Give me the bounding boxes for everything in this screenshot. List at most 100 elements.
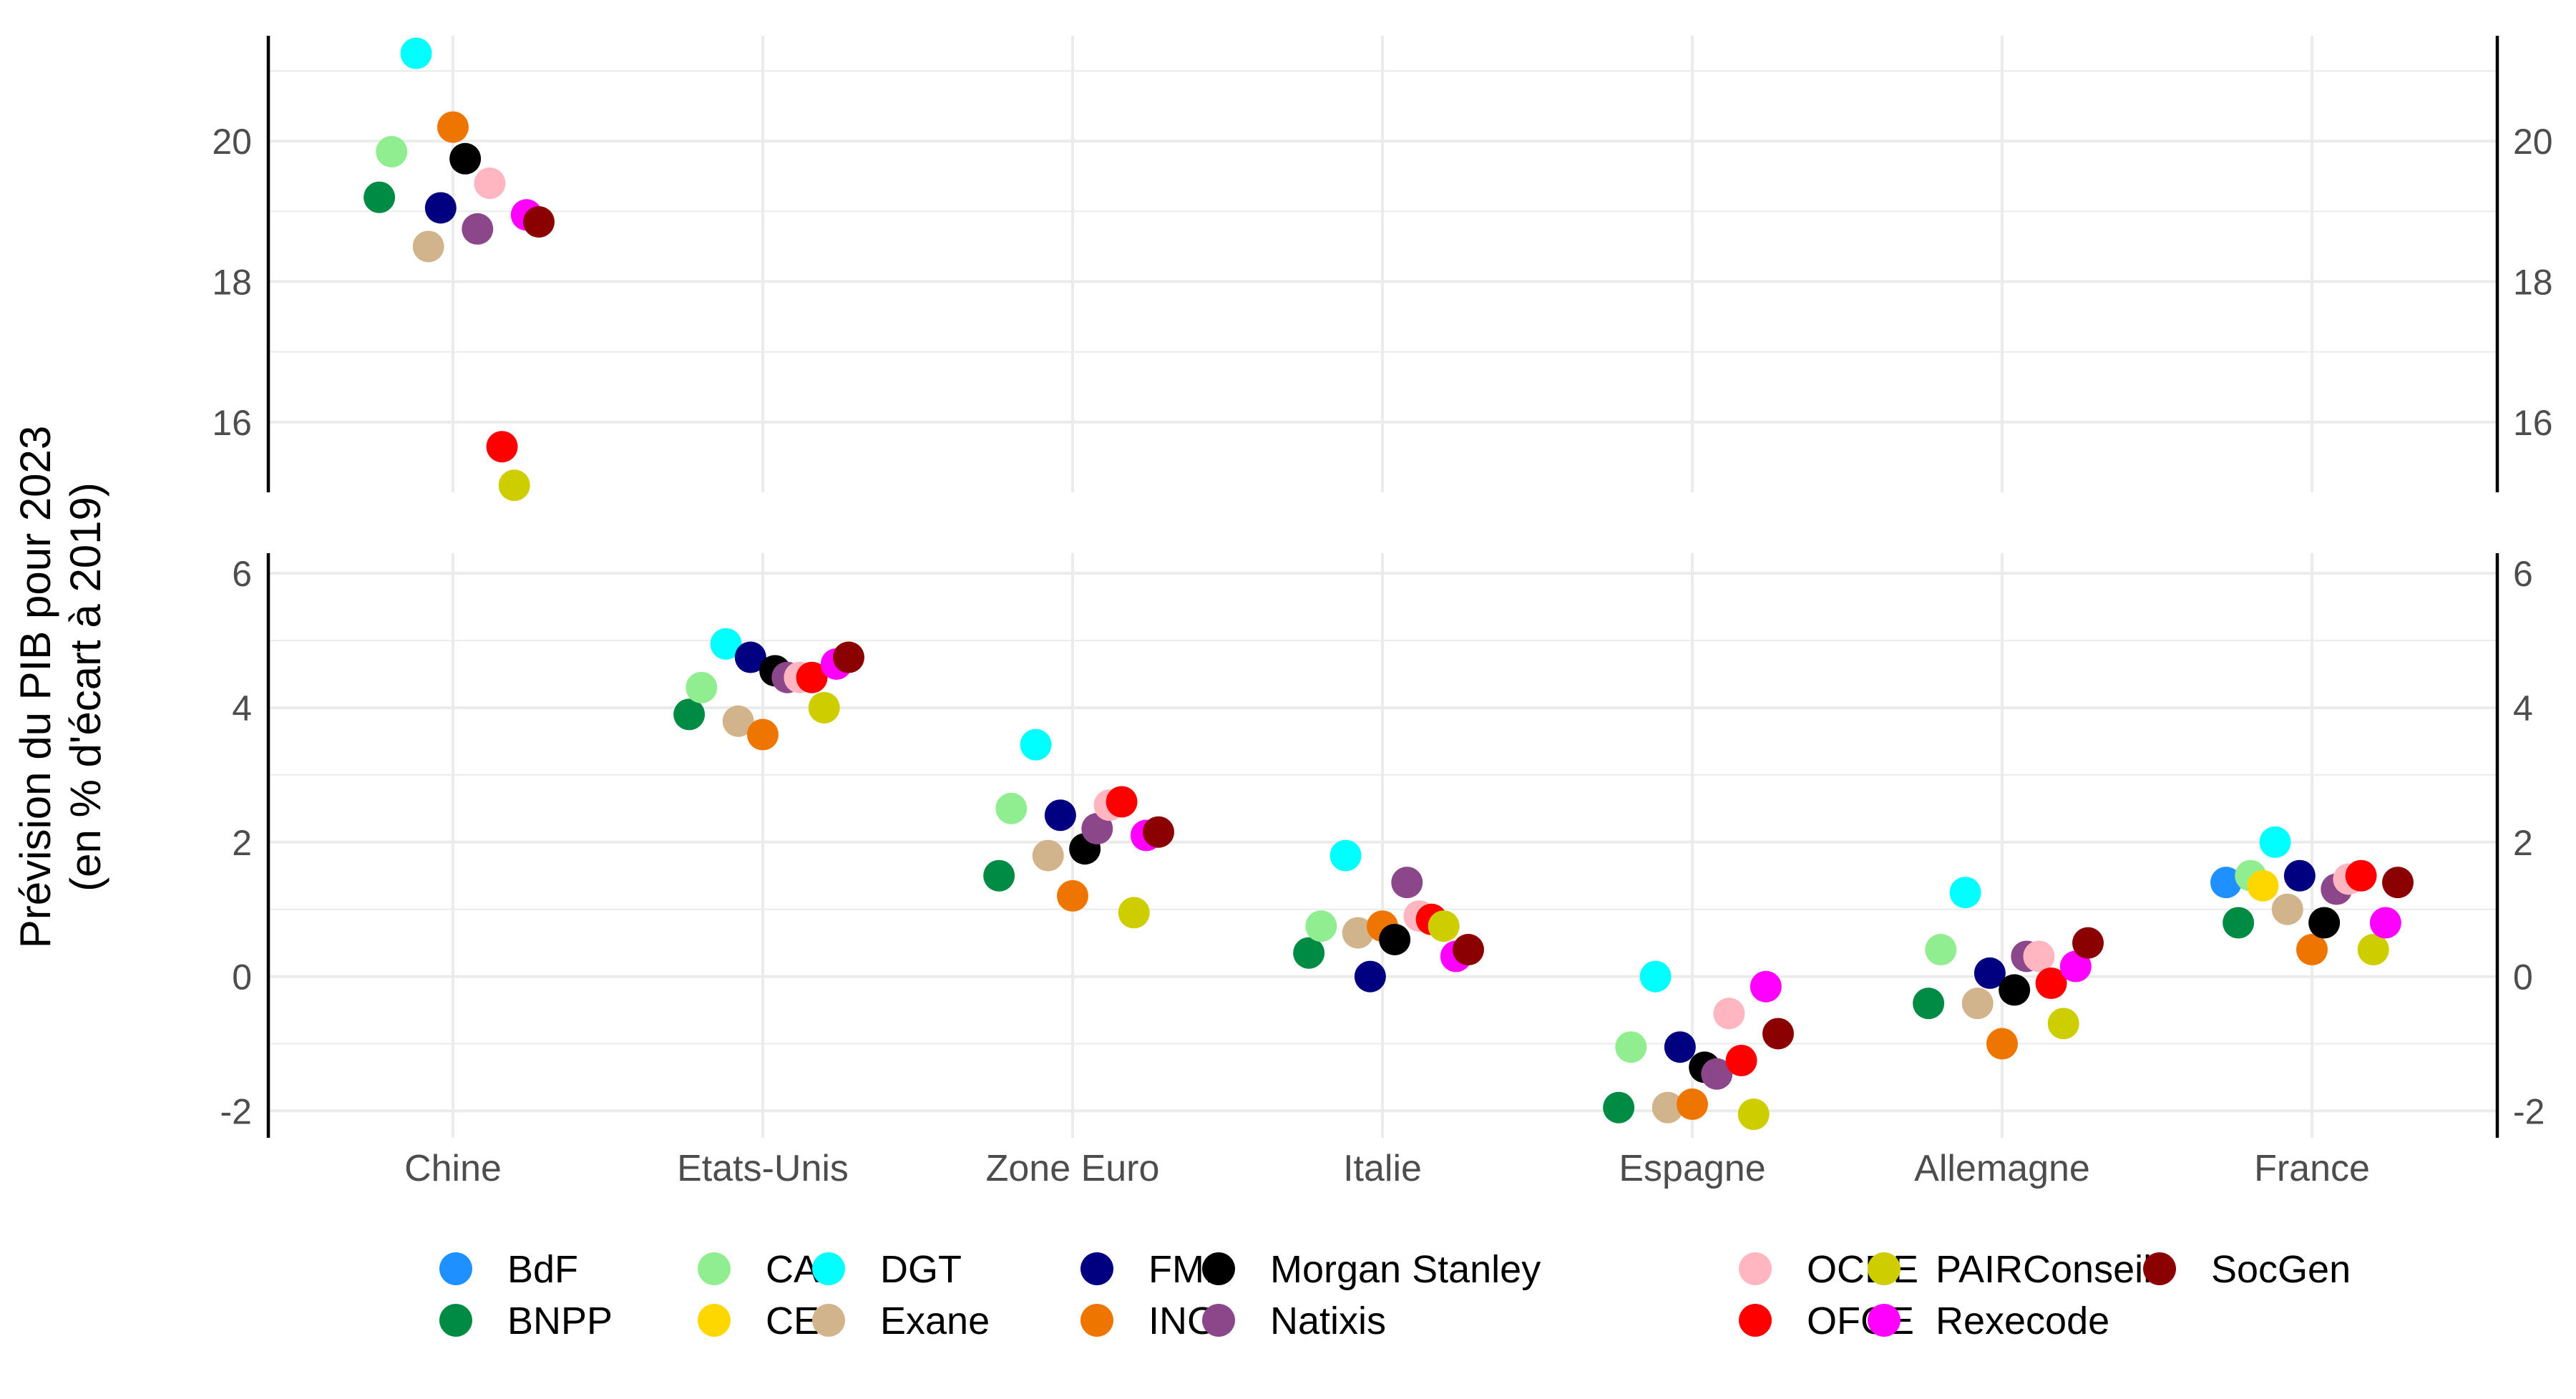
- data-point: [2296, 934, 2328, 966]
- x-tick-label: Etats-Unis: [677, 1148, 849, 1189]
- data-point: [1925, 934, 1957, 966]
- y-tick-label-left: 6: [232, 554, 252, 594]
- legend-key: [1080, 1252, 1113, 1285]
- data-point: [1750, 970, 1782, 1003]
- data-point: [2223, 907, 2255, 939]
- y-tick-label-left: 4: [232, 688, 252, 728]
- legend-label: PAIRConseil: [1936, 1248, 2152, 1291]
- data-point: [2047, 1008, 2079, 1040]
- data-point: [1737, 1098, 1770, 1131]
- data-point: [1615, 1031, 1647, 1063]
- y-axis-title-line-2: (en % d'écart à 2019): [62, 482, 109, 892]
- y-axis-title-line-1: Prévision du PIB pour 2023: [11, 426, 59, 948]
- data-point: [1713, 998, 1745, 1030]
- y-tick-label-right: 4: [2513, 688, 2533, 728]
- y-tick-label-left: 18: [212, 263, 252, 303]
- data-point: [1453, 934, 1484, 966]
- data-point: [2259, 826, 2291, 858]
- data-point: [1293, 937, 1325, 969]
- legend-label: Morgan Stanley: [1270, 1248, 1541, 1291]
- data-point: [1999, 974, 2031, 1006]
- data-point: [722, 705, 754, 737]
- data-point: [2023, 940, 2055, 973]
- data-point: [1391, 867, 1423, 899]
- legend-label: OCDE: [1807, 1248, 1918, 1291]
- x-tick-label: France: [2254, 1148, 2370, 1189]
- data-point: [673, 698, 706, 731]
- data-point: [1762, 1018, 1794, 1050]
- data-point: [424, 192, 457, 224]
- data-point: [1428, 910, 1460, 942]
- y-tick-label-left: -2: [220, 1091, 252, 1131]
- data-point: [474, 167, 506, 200]
- legend-key: [439, 1304, 472, 1337]
- data-point: [412, 230, 444, 263]
- legend-key: [698, 1304, 731, 1337]
- data-point: [2369, 907, 2401, 939]
- data-point: [2247, 869, 2279, 902]
- legend-label: CE: [766, 1300, 819, 1342]
- data-point: [1057, 879, 1088, 912]
- data-points: [364, 37, 2414, 1131]
- legend-key: [698, 1252, 731, 1285]
- data-point: [2035, 967, 2067, 1000]
- data-point: [796, 661, 828, 693]
- legend-label: Natixis: [1270, 1300, 1386, 1342]
- data-point: [1379, 923, 1411, 955]
- y-tick-label-right: 18: [2513, 263, 2553, 303]
- legend-key: [1868, 1304, 1901, 1337]
- data-point: [1725, 1045, 1757, 1077]
- y-tick-label-right: -2: [2513, 1091, 2545, 1131]
- legend-label: BdF: [507, 1248, 578, 1291]
- legend-key: [1739, 1304, 1772, 1337]
- y-tick-label-left: 20: [212, 122, 252, 162]
- legend-key: [1080, 1304, 1113, 1337]
- legend-key: [439, 1252, 472, 1285]
- legend-label: BNPP: [507, 1300, 613, 1342]
- data-point: [1677, 1088, 1708, 1121]
- data-point: [983, 859, 1015, 892]
- legend-label: DGT: [880, 1248, 962, 1291]
- x-tick-label: Zone Euro: [986, 1148, 1160, 1189]
- y-tick-label-right: 16: [2513, 403, 2553, 443]
- data-point: [2271, 893, 2303, 925]
- legend-key: [1202, 1304, 1235, 1337]
- legend-label: SocGen: [2211, 1248, 2351, 1291]
- data-point: [1342, 917, 1374, 949]
- y-tick-label-left: 2: [232, 823, 252, 863]
- data-point: [1961, 988, 1994, 1020]
- data-point: [449, 142, 482, 175]
- data-point: [1949, 877, 1981, 909]
- data-point: [686, 671, 718, 703]
- data-point: [1020, 728, 1052, 761]
- data-point: [1305, 910, 1337, 942]
- data-point: [2283, 859, 2316, 892]
- data-point: [2308, 907, 2341, 939]
- data-point: [364, 181, 396, 213]
- data-point: [1639, 960, 1672, 993]
- legend-key: [812, 1252, 845, 1285]
- data-point: [1974, 957, 2006, 989]
- legend-key: [1868, 1252, 1901, 1285]
- legend-key: [1202, 1252, 1235, 1285]
- data-point: [1118, 897, 1150, 929]
- data-point: [1701, 1058, 1733, 1090]
- data-point: [1652, 1091, 1684, 1123]
- x-tick-label: Chine: [404, 1148, 502, 1189]
- data-point: [833, 641, 864, 673]
- x-tick-label: Allemagne: [1914, 1148, 2090, 1189]
- data-point: [995, 792, 1028, 824]
- data-point: [2345, 859, 2377, 892]
- y-tick-label-left: 0: [232, 957, 252, 998]
- data-point: [523, 206, 555, 238]
- y-tick-label-right: 2: [2513, 823, 2533, 863]
- axes: [266, 36, 2499, 1138]
- legend-key: [1739, 1252, 1772, 1285]
- data-point: [1330, 839, 1362, 872]
- data-point: [1664, 1031, 1696, 1063]
- data-point: [400, 37, 432, 69]
- data-point: [1032, 839, 1064, 872]
- y-tick-label-left: 16: [212, 403, 252, 443]
